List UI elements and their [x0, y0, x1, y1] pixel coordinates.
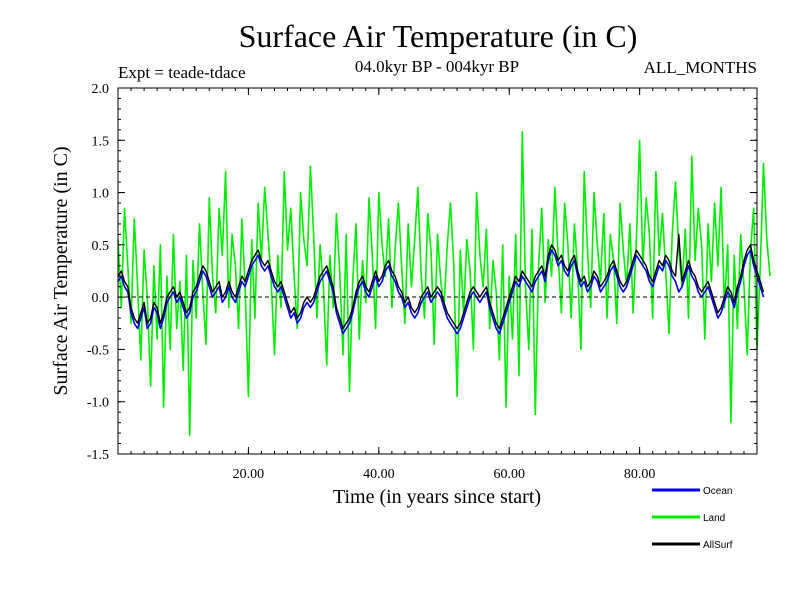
y-tick-label: 1.0 — [92, 187, 110, 202]
legend-label-ocean: Ocean — [703, 486, 732, 497]
legend: Ocean Land AllSurf — [652, 486, 733, 551]
y-tick-label: -1.0 — [87, 396, 109, 411]
months-label: ALL_MONTHS — [644, 58, 757, 77]
y-tick-label: -1.5 — [87, 448, 109, 463]
y-tick-label: 0.0 — [92, 291, 110, 306]
y-axis-label: Surface Air Temperature (in C) — [50, 146, 72, 395]
series-line-allsurf — [117, 233, 765, 330]
y-tick-label: 2.0 — [92, 82, 110, 97]
legend-label-allsurf: AllSurf — [703, 540, 733, 551]
x-tick-label: 20.00 — [233, 467, 265, 482]
experiment-label: Expt = teade-tdace — [118, 63, 246, 82]
plot-frame — [117, 87, 758, 455]
series-layer — [117, 131, 771, 437]
period-label: 04.0kyr BP - 004kyr BP — [355, 57, 519, 76]
y-tick-label: 0.5 — [92, 239, 110, 254]
tick-layer: -1.5 -1.0 -0.5 0.0 0.5 1.0 1.5 2.0 20.00 40.00 60.… — [87, 82, 758, 482]
series-line-land — [117, 131, 771, 437]
y-tick-label: -0.5 — [87, 343, 109, 358]
x-tick-label: 40.00 — [363, 467, 395, 482]
x-tick-label: 60.00 — [493, 467, 525, 482]
chart-title: Surface Air Temperature (in C) — [239, 18, 638, 54]
x-axis-label: Time (in years since start) — [333, 486, 541, 508]
y-tick-label: 1.5 — [92, 134, 110, 149]
legend-label-land: Land — [703, 513, 725, 524]
x-tick-label: 80.00 — [624, 467, 656, 482]
